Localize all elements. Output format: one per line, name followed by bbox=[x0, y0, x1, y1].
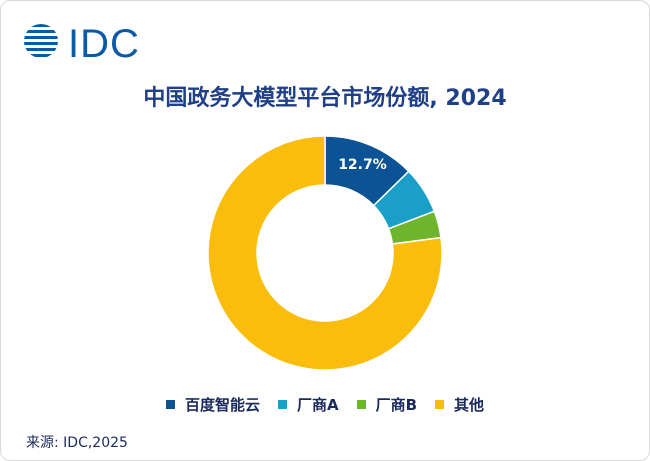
legend-label: 百度智能云 bbox=[184, 396, 260, 414]
chart-title: 中国政务大模型平台市场份额, 2024 bbox=[143, 86, 507, 111]
chart-legend: 百度智能云 厂商A 厂商B 其他 bbox=[0, 394, 650, 415]
idc-logo: IDC bbox=[22, 20, 152, 64]
legend-swatch bbox=[277, 400, 287, 409]
legend-label: 厂商B bbox=[375, 396, 418, 414]
legend-swatch bbox=[435, 400, 445, 409]
legend-swatch bbox=[165, 400, 175, 409]
data-label-0: 12.7% bbox=[338, 157, 387, 173]
slice-3 bbox=[207, 135, 443, 371]
legend-item: 厂商A bbox=[277, 394, 339, 415]
legend-item: 其他 bbox=[435, 394, 484, 415]
logo-text: IDC bbox=[68, 22, 140, 66]
legend-item: 厂商B bbox=[356, 394, 418, 415]
legend-item: 百度智能云 bbox=[165, 394, 260, 415]
legend-swatch bbox=[356, 400, 366, 409]
legend-label: 其他 bbox=[454, 396, 485, 414]
globe-icon bbox=[24, 24, 58, 57]
source-note: 来源: IDC,2025 bbox=[26, 435, 128, 451]
legend-label: 厂商A bbox=[296, 396, 339, 414]
